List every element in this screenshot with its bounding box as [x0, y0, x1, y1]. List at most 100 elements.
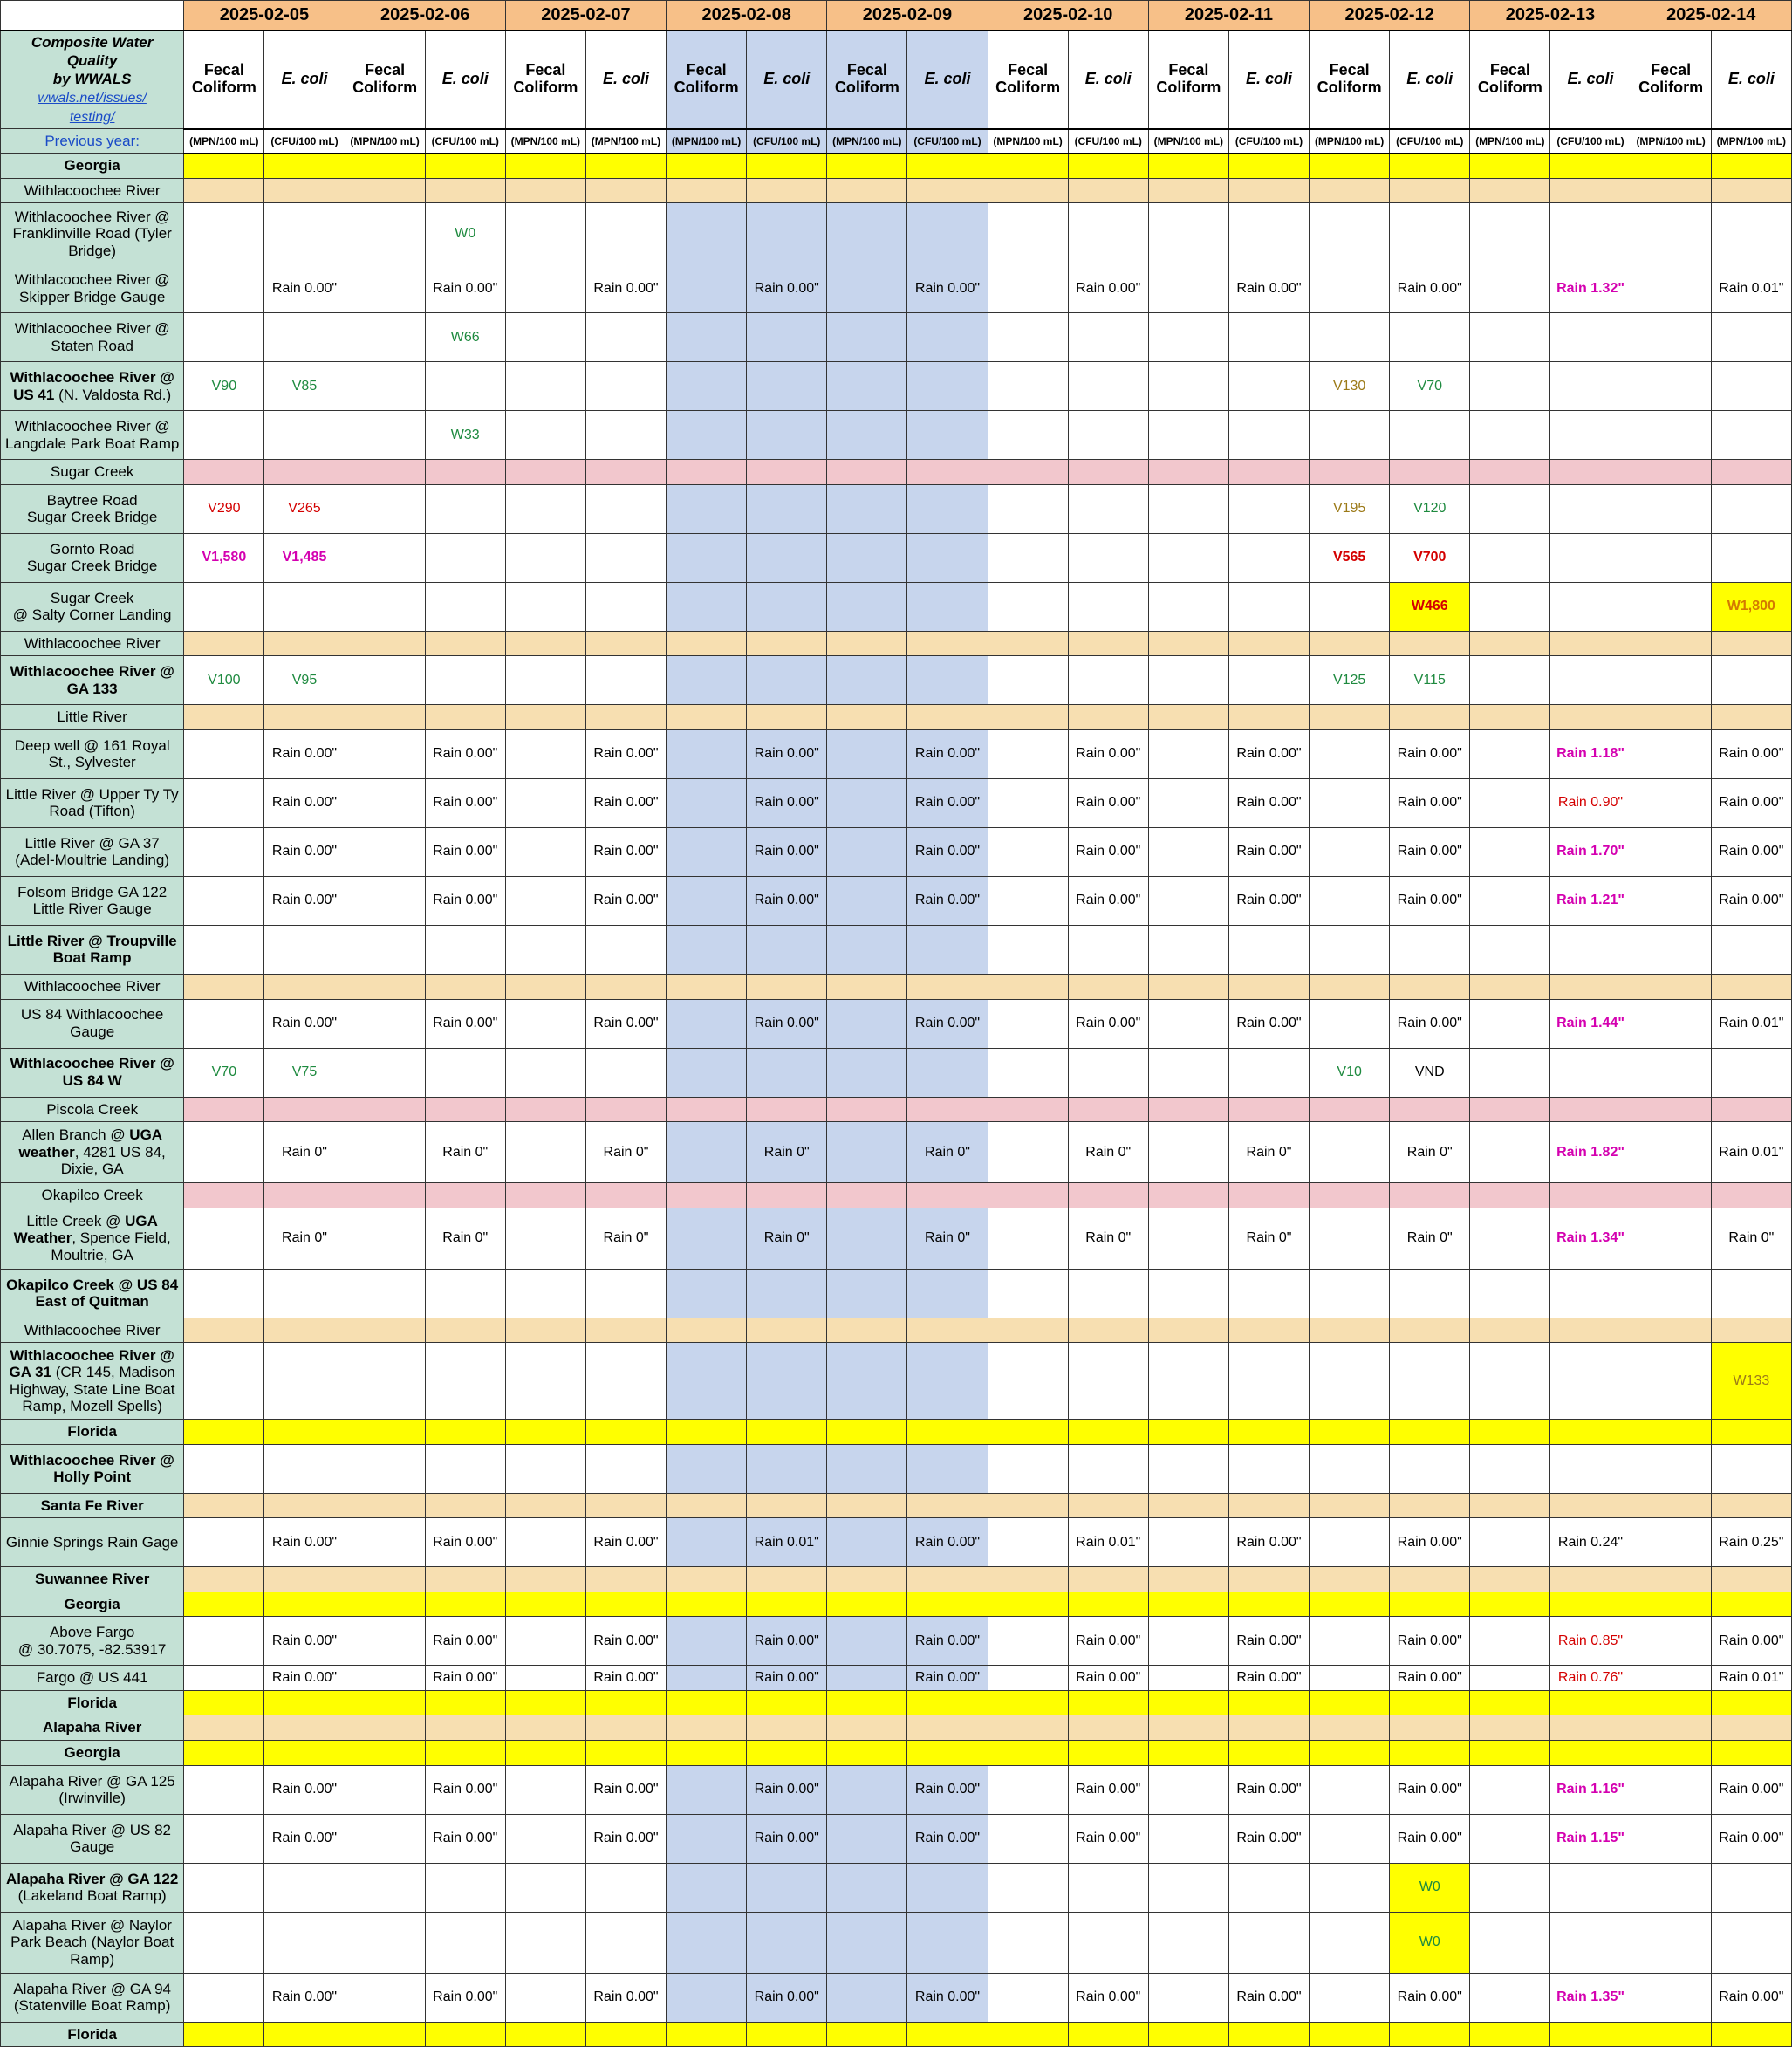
- data-cell: [667, 925, 747, 974]
- data-cell: [264, 925, 345, 974]
- data-cell: [667, 729, 747, 778]
- data-cell: [1390, 1690, 1470, 1715]
- data-cell: Rain 0.00": [585, 1617, 666, 1666]
- data-cell: [1228, 154, 1309, 179]
- data-cell: [1711, 1912, 1791, 1973]
- data-cell: [585, 925, 666, 974]
- title-cell: Composite WaterQualityby WWALSwwals.net/…: [1, 31, 184, 129]
- cell-value: Rain 1.82": [1556, 1145, 1624, 1160]
- unit-header: (CFU/100 mL): [425, 129, 505, 154]
- cell-value: Rain 0.00": [1076, 746, 1140, 761]
- data-cell: [425, 1420, 505, 1445]
- data-cell: [585, 533, 666, 582]
- data-cell: Rain 0.00": [264, 1617, 345, 1666]
- data-cell: Rain 0.00": [747, 1814, 827, 1863]
- data-cell: [827, 925, 907, 974]
- data-cell: [1631, 178, 1711, 203]
- cell-value: Rain 0": [925, 1145, 970, 1160]
- data-cell: [1310, 178, 1390, 203]
- cell-value: Rain 0.00": [1398, 1989, 1462, 2004]
- data-cell: [1550, 484, 1631, 533]
- data-cell: Rain 0": [747, 1122, 827, 1183]
- data-cell: [827, 1343, 907, 1420]
- cell-value: W66: [451, 330, 480, 345]
- data-cell: [667, 1690, 747, 1715]
- data-cell: [345, 1617, 425, 1666]
- data-cell: [345, 1183, 425, 1208]
- data-cell: Rain 0.00": [585, 1814, 666, 1863]
- cell-value: Rain 0.00": [915, 795, 980, 810]
- cell-value: Rain 0.00": [915, 1535, 980, 1550]
- data-cell: [585, 362, 666, 411]
- data-cell: [345, 178, 425, 203]
- data-cell: [425, 1690, 505, 1715]
- data-cell: [1228, 178, 1309, 203]
- data-cell: [264, 1097, 345, 1122]
- data-cell: [907, 631, 988, 656]
- data-cell: [1228, 1318, 1309, 1343]
- data-cell: W1,800: [1711, 582, 1791, 631]
- cell-value: Rain 0.00": [1719, 1989, 1783, 2004]
- data-cell: [585, 631, 666, 656]
- data-cell: Rain 0.00": [585, 876, 666, 925]
- data-cell: Rain 0.00": [747, 999, 827, 1048]
- data-cell: Rain 0.00": [1228, 1617, 1309, 1666]
- data-cell: [425, 705, 505, 730]
- data-cell: [1631, 1765, 1711, 1814]
- data-cell: [747, 411, 827, 460]
- data-cell: [585, 582, 666, 631]
- cell-value: V10: [1337, 1065, 1361, 1079]
- data-cell: [1310, 1863, 1390, 1912]
- cell-value: Rain 0.01": [1719, 1016, 1783, 1030]
- data-cell: [1470, 178, 1550, 203]
- data-cell: [1068, 484, 1148, 533]
- wwals-link[interactable]: wwals.net/issues/: [38, 91, 147, 106]
- data-cell: [827, 203, 907, 264]
- wwals-link[interactable]: testing/: [70, 110, 115, 125]
- data-cell: [988, 533, 1068, 582]
- data-cell: [184, 974, 264, 999]
- data-cell: Rain 0.00": [1068, 1973, 1148, 2022]
- cell-value: Rain 0.00": [1076, 1670, 1140, 1685]
- data-cell: Rain 0.00": [1228, 1814, 1309, 1863]
- previous-year-link[interactable]: Previous year:: [44, 133, 140, 149]
- row-label: Gornto RoadSugar Creek Bridge: [1, 533, 184, 582]
- data-cell: [907, 1690, 988, 1715]
- data-cell: Rain 0.00": [1228, 876, 1309, 925]
- data-cell: [667, 999, 747, 1048]
- data-cell: [1148, 1741, 1228, 1766]
- data-cell: [425, 656, 505, 705]
- data-cell: [1148, 974, 1228, 999]
- row-label: Okapilco Creek @ US 84 East of Quitman: [1, 1269, 184, 1318]
- cell-value: Rain 0.00": [433, 746, 497, 761]
- data-cell: [747, 533, 827, 582]
- unit-header: (CFU/100 mL): [264, 129, 345, 154]
- data-cell: Rain 0.00": [747, 827, 827, 876]
- data-cell: [1068, 705, 1148, 730]
- cell-value: V70: [212, 1065, 236, 1079]
- date-header: 2025-02-12: [1310, 1, 1470, 31]
- data-cell: [827, 1912, 907, 1973]
- data-cell: [345, 1814, 425, 1863]
- data-cell: [1470, 411, 1550, 460]
- cell-value: Rain 0.76": [1558, 1670, 1623, 1685]
- data-cell: [667, 1617, 747, 1666]
- data-cell: [667, 178, 747, 203]
- cell-value: Rain 0.00": [1398, 1535, 1462, 1550]
- cell-value: Rain 0.00": [593, 1016, 658, 1030]
- data-cell: Rain 1.44": [1550, 999, 1631, 1048]
- data-cell: [1631, 1420, 1711, 1445]
- data-cell: [1470, 1269, 1550, 1318]
- data-cell: [1550, 1183, 1631, 1208]
- cell-value: Rain 0.00": [1398, 281, 1462, 296]
- data-cell: [1631, 925, 1711, 974]
- data-cell: [184, 827, 264, 876]
- data-cell: [345, 313, 425, 362]
- data-cell: [988, 876, 1068, 925]
- data-cell: [1148, 313, 1228, 362]
- data-cell: Rain 0.00": [1390, 1814, 1470, 1863]
- row-label: Ginnie Springs Rain Gage: [1, 1518, 184, 1567]
- data-cell: [585, 484, 666, 533]
- data-cell: [747, 1048, 827, 1097]
- data-cell: [1631, 778, 1711, 827]
